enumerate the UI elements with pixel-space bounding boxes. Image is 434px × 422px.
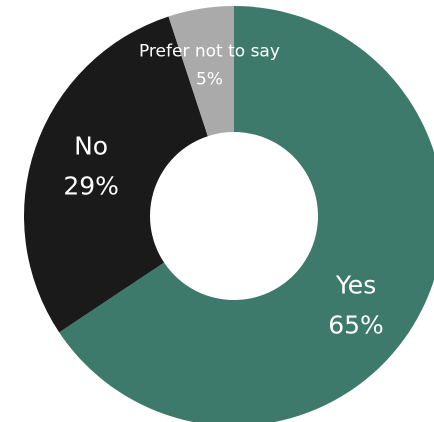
- slice-label-prefer-not-to-say: Prefer not to say: [139, 42, 280, 62]
- slices: [23, 5, 434, 422]
- slice-label-no: No: [74, 132, 108, 161]
- slice-labels: Yes 65% No 29% Prefer not to say 5%: [63, 42, 384, 340]
- slice-no: [23, 16, 208, 333]
- slice-value-prefer-not-to-say: 5%: [196, 70, 223, 90]
- slice-value-yes: 65%: [328, 310, 384, 339]
- slice-prefer-not-to-say: [168, 5, 234, 137]
- slice-value-no: 29%: [63, 172, 119, 201]
- slice-yes: [59, 6, 434, 422]
- slice-label-yes: Yes: [335, 270, 376, 299]
